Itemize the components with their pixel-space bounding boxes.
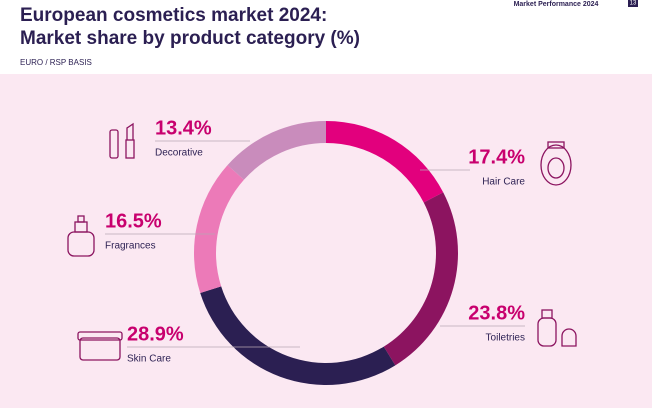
subtitle: EURO / RSP BASIS: [20, 58, 92, 67]
category-label: Hair Care: [482, 177, 525, 188]
value-label: 16.5%: [105, 210, 162, 232]
value-label: 28.9%: [127, 323, 184, 345]
value-label: 23.8%: [468, 302, 525, 324]
donut-segment: [326, 121, 444, 203]
header: Market Performance 2024: [514, 1, 599, 8]
category-label: Decorative: [155, 148, 203, 159]
donut-segment: [227, 121, 326, 180]
page-badge: [628, 0, 638, 7]
value-label: 13.4%: [155, 117, 212, 139]
value-label: 17.4%: [468, 146, 525, 168]
category-label: Fragrances: [105, 241, 156, 252]
icons: [67, 122, 577, 361]
category-label: Toiletries: [486, 333, 525, 344]
category-label: Skin Care: [127, 354, 171, 365]
donut-segment: [383, 192, 458, 366]
donut-segment: [194, 165, 244, 294]
title-line: European cosmetics market 2024:: [20, 5, 327, 26]
title-line: Market share by product category (%): [20, 28, 360, 49]
donut-segment: [200, 286, 396, 385]
page-number: 13: [630, 1, 637, 7]
